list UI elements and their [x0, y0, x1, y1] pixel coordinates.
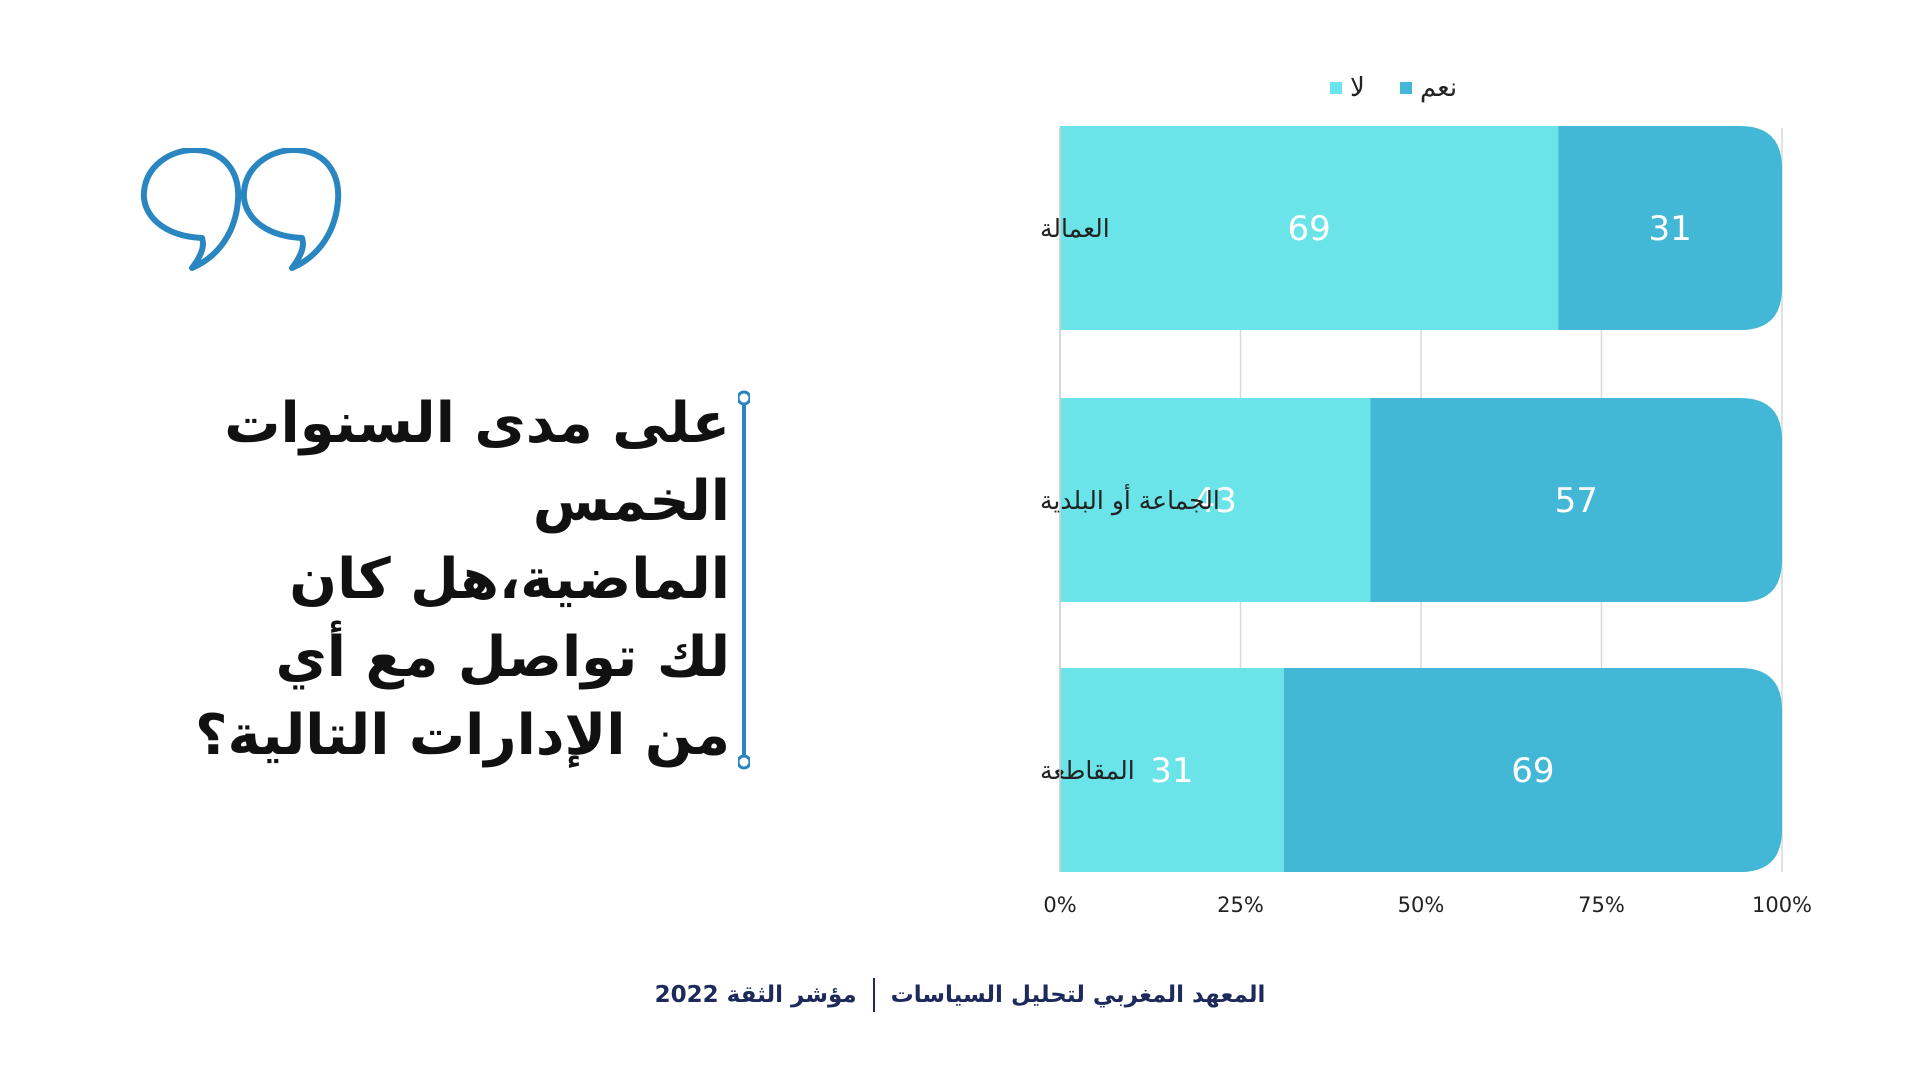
bar-segment — [1060, 668, 1284, 872]
stacked-bar-chart: 0% 25% 50% 75% 100% 69 31 العمالة 43 57 الجماعة أو… — [1040, 73, 1812, 917]
data-label: 57 — [1555, 481, 1598, 521]
bar-segment — [1060, 126, 1559, 330]
footer-separator — [872, 978, 875, 1012]
category-label: العمالة — [1040, 214, 1110, 243]
footer: المعهد المغربي لتحليل السياسات مؤشر الثق… — [0, 975, 1920, 1015]
x-tick-label: 100% — [1752, 893, 1812, 917]
x-tick-label: 50% — [1398, 893, 1445, 917]
question-line: من الإدارات التالية؟ — [194, 703, 730, 768]
question-line: على مدى السنوات — [224, 391, 730, 456]
legend-swatch — [1400, 82, 1412, 94]
quote-icon — [140, 148, 342, 271]
legend-swatch — [1330, 82, 1342, 94]
question-line: لك تواصل مع أي — [275, 625, 730, 690]
question-line: الماضية،هل كان — [289, 547, 730, 612]
data-label: 43 — [1194, 481, 1237, 521]
bar-segment — [1060, 398, 1371, 602]
data-label: 31 — [1150, 751, 1193, 791]
legend-label: نعم — [1420, 73, 1457, 103]
footer-report: مؤشر الثقة 2022 — [654, 982, 857, 1008]
bar-segment — [1370, 398, 1782, 602]
x-tick-label: 0% — [1043, 893, 1076, 917]
legend-label: لا — [1350, 73, 1365, 103]
x-tick-label: 25% — [1217, 893, 1264, 917]
data-label: 69 — [1511, 751, 1554, 791]
data-label: 69 — [1287, 209, 1330, 249]
bar-segment — [1558, 126, 1782, 330]
footer-org: المعهد المغربي لتحليل السياسات — [890, 982, 1266, 1008]
category-label: المقاطعة — [1040, 756, 1135, 785]
data-label: 31 — [1648, 209, 1691, 249]
bar-segment — [1283, 668, 1782, 872]
accent-divider — [738, 390, 750, 770]
question-text: على مدى السنوات الخمس الماضية،هل كان لك … — [150, 385, 730, 775]
question-line: الخمس — [532, 469, 730, 534]
x-tick-label: 75% — [1578, 893, 1625, 917]
category-label: الجماعة أو البلدية — [1040, 483, 1220, 516]
